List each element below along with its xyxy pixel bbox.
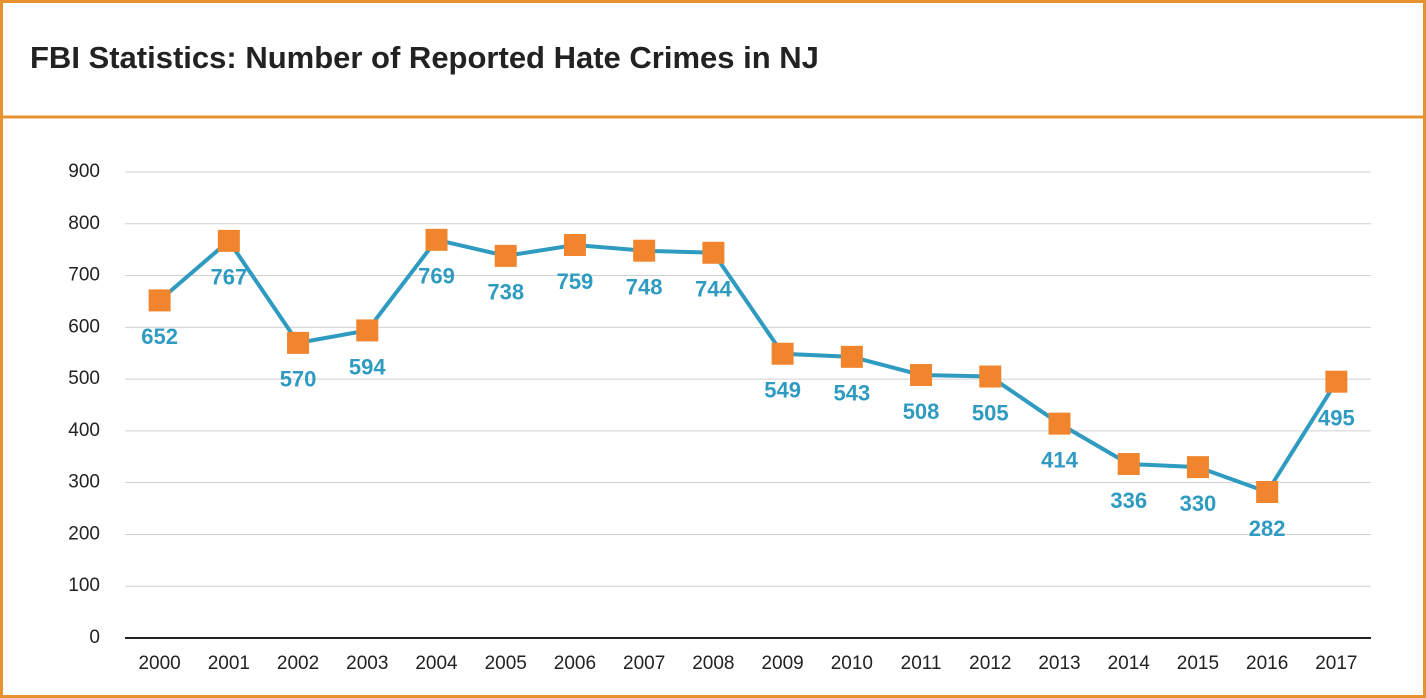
x-tick-label: 2005 bbox=[485, 653, 527, 674]
y-tick-label: 800 bbox=[68, 213, 100, 234]
marker bbox=[1048, 412, 1071, 435]
marker bbox=[1325, 370, 1348, 393]
marker bbox=[217, 229, 240, 252]
x-tick-label: 2000 bbox=[138, 653, 180, 674]
marker bbox=[356, 319, 379, 342]
y-tick-label: 500 bbox=[68, 368, 100, 389]
marker bbox=[1186, 456, 1209, 479]
data-label: 652 bbox=[141, 324, 178, 349]
marker bbox=[1117, 453, 1140, 476]
series-line bbox=[158, 237, 1339, 495]
y-tick-label: 0 bbox=[89, 627, 100, 648]
x-tick-label: 2014 bbox=[1108, 653, 1151, 674]
y-tick-label: 700 bbox=[68, 265, 100, 286]
data-label: 744 bbox=[695, 277, 732, 302]
marker bbox=[702, 241, 725, 264]
data-label: 414 bbox=[1041, 447, 1078, 472]
y-tick-label: 400 bbox=[68, 420, 100, 441]
data-label: 543 bbox=[833, 381, 870, 406]
y-tick-label: 900 bbox=[68, 161, 100, 182]
y-tick-label: 600 bbox=[68, 316, 100, 337]
x-tick-label: 2011 bbox=[901, 653, 942, 674]
marker bbox=[148, 289, 171, 312]
data-label: 738 bbox=[487, 280, 524, 305]
x-tick-label: 2008 bbox=[692, 653, 734, 674]
data-label: 759 bbox=[557, 269, 594, 294]
y-tick-label: 200 bbox=[68, 523, 100, 544]
x-tick-label: 2003 bbox=[346, 653, 388, 674]
data-label: 336 bbox=[1110, 488, 1147, 513]
data-label: 594 bbox=[349, 354, 386, 379]
x-tick-label: 2015 bbox=[1177, 653, 1219, 674]
marker bbox=[1256, 480, 1279, 503]
data-label: 767 bbox=[210, 265, 247, 290]
y-tick-label: 100 bbox=[68, 575, 100, 596]
marker bbox=[633, 239, 656, 262]
x-tick-label: 2009 bbox=[761, 653, 803, 674]
x-tick-label: 2012 bbox=[969, 653, 1011, 674]
x-tick-label: 2010 bbox=[831, 653, 873, 674]
chart-title: FBI Statistics: Number of Reported Hate … bbox=[30, 40, 819, 75]
x-tick-label: 2006 bbox=[554, 653, 596, 674]
marker bbox=[425, 228, 448, 251]
marker bbox=[771, 342, 794, 365]
data-label: 748 bbox=[626, 275, 663, 300]
marker bbox=[840, 345, 863, 368]
x-tick-label: 2017 bbox=[1315, 653, 1357, 674]
x-tick-label: 2001 bbox=[208, 653, 250, 674]
marker bbox=[910, 363, 933, 386]
x-tick-label: 2007 bbox=[623, 653, 665, 674]
x-tick-label: 2002 bbox=[277, 653, 319, 674]
x-tick-label: 2013 bbox=[1038, 653, 1080, 674]
x-tick-label: 2016 bbox=[1246, 653, 1288, 674]
marker bbox=[563, 234, 586, 257]
data-label: 549 bbox=[764, 378, 801, 403]
data-label: 282 bbox=[1249, 516, 1286, 541]
data-label: 508 bbox=[903, 399, 940, 424]
marker bbox=[494, 244, 517, 267]
x-tick-label: 2004 bbox=[415, 653, 458, 674]
data-label: 769 bbox=[418, 264, 455, 289]
data-label: 495 bbox=[1318, 406, 1355, 431]
marker bbox=[979, 365, 1002, 388]
data-label: 570 bbox=[280, 367, 317, 392]
data-label: 330 bbox=[1180, 491, 1217, 516]
y-tick-label: 300 bbox=[68, 472, 100, 493]
marker bbox=[287, 331, 310, 354]
data-label: 505 bbox=[972, 400, 1009, 425]
